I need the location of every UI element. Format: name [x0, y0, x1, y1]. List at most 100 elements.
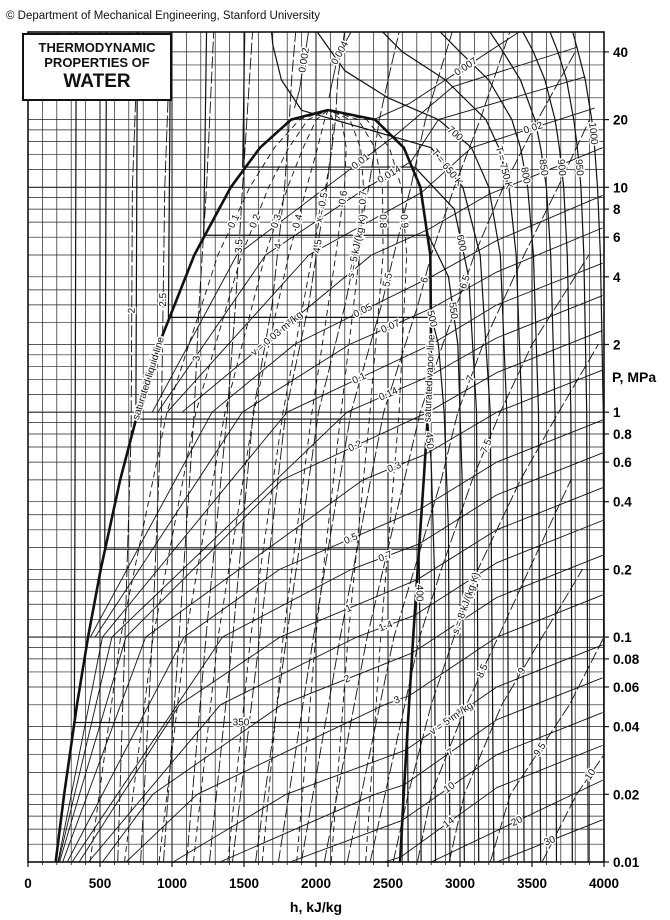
y-tick-label: 10	[613, 180, 628, 195]
x-tick-label: 1000	[157, 876, 187, 891]
x-tick-label: 2500	[373, 876, 403, 891]
isentrope-line	[277, 32, 453, 862]
isentrope-line	[186, 32, 253, 862]
isotherm-line	[73, 32, 409, 862]
y-tick-label: 0.4	[613, 495, 632, 510]
isotherm-label: T = 650 K	[429, 147, 465, 188]
quality-label: 0.3	[269, 213, 284, 230]
isentrope-line	[392, 344, 599, 862]
isotherm-line	[135, 32, 437, 862]
isentrope-line	[255, 32, 400, 862]
y-tick-label: 1	[613, 405, 621, 420]
specific-volume-label: 0.002	[297, 47, 312, 74]
isotherm-label: 950	[572, 159, 585, 177]
x-tick-label: 3000	[445, 876, 475, 891]
x-tick-label: 3500	[517, 876, 547, 891]
isotherm-line	[270, 32, 495, 862]
specific-volume-label: 14	[441, 815, 457, 831]
quality-label: 0.2	[248, 212, 264, 229]
isotherm-line	[381, 32, 525, 862]
specific-volume-line	[58, 295, 603, 862]
specific-volume-line	[102, 554, 603, 862]
axes: 0 500 1000 1500 2000 2500 3000 3500 40000.010.02…	[24, 45, 640, 891]
isotherm-label: 600	[454, 234, 468, 253]
specific-volume-label: 2	[343, 673, 353, 685]
specific-volume-line	[373, 32, 520, 121]
isotherm-line	[242, 32, 480, 862]
quality-label: 0.9	[398, 214, 410, 229]
specific-volume-line	[57, 262, 603, 862]
isotherm-line	[572, 32, 604, 862]
saturation-line	[327, 108, 433, 862]
y-tick-label: 0.04	[613, 720, 640, 735]
specific-volume-label: 0.14	[377, 385, 400, 403]
isotherm-label: T = 750 K	[493, 145, 514, 190]
specific-volume-label: 1.4	[377, 619, 394, 634]
specific-volume-label: 0.1	[351, 371, 369, 387]
x-tick-label: 1500	[229, 876, 259, 891]
property-curves	[54, 32, 604, 862]
quality-line	[89, 109, 329, 862]
y-tick-label: 40	[613, 45, 628, 60]
y-tick-label: 0.8	[613, 427, 632, 442]
quality-label: 0.7	[357, 190, 369, 205]
y-tick-label: 2	[613, 337, 621, 352]
isentrope-line	[323, 51, 576, 862]
isentrope-line	[140, 32, 171, 862]
quality-label: 0.6	[337, 190, 350, 206]
x-tick-label: 0	[24, 876, 32, 891]
isotherm-label: 900	[555, 159, 568, 177]
x-tick-label: 2000	[301, 876, 331, 891]
specific-volume-line	[151, 46, 578, 413]
isentrope-line	[489, 636, 604, 862]
isentrope-label: 2	[127, 307, 138, 313]
isentrope-line	[208, 32, 297, 862]
specific-volume-label: 30	[543, 834, 558, 848]
specific-volume-label: 10	[442, 780, 458, 796]
y-tick-label: 6	[613, 230, 621, 245]
quality-line	[193, 109, 329, 862]
isentrope-line	[417, 479, 572, 862]
quality-line	[124, 109, 329, 862]
specific-volume-line	[71, 452, 603, 862]
x-tick-label: 500	[89, 876, 112, 891]
isotherm-label: 550	[446, 302, 459, 320]
isotherm-label: 350	[233, 718, 250, 729]
quality-line	[327, 109, 408, 862]
specific-volume-line	[328, 32, 352, 98]
specific-volume-line	[88, 520, 603, 862]
quality-line	[327, 109, 384, 862]
specific-volume-label: 0.07	[380, 318, 403, 336]
y-tick-label: 4	[613, 270, 621, 285]
isentrope-label: 2.5	[158, 292, 169, 306]
specific-volume-label: 0.2	[347, 438, 365, 454]
isentrope-label: 4.5	[312, 238, 325, 254]
y-tick-label: 0.01	[613, 855, 640, 870]
isotherm-line	[522, 32, 573, 862]
y-tick-label: 0.6	[613, 455, 632, 470]
isentrope-line	[232, 32, 345, 862]
y-tick-label: 0.2	[613, 562, 632, 577]
isentrope-label: 4	[273, 242, 285, 249]
isotherm-line	[439, 32, 542, 862]
isotherm-label: 1000	[586, 122, 599, 146]
curve-labels: saturated liquid line saturated vapor lin…	[125, 38, 601, 850]
specific-volume-line	[431, 779, 603, 862]
specific-volume-label: 0.7	[377, 549, 394, 564]
isentrope-label: 6	[419, 276, 431, 285]
quality-line	[227, 109, 334, 862]
isentrope-line	[541, 754, 604, 862]
chart-title-box: THERMODYNAMIC PROPERTIES OF WATER	[22, 33, 172, 101]
specific-volume-line	[384, 744, 603, 862]
isentrope-label: 3.5	[234, 238, 246, 253]
isentrope-label: 7.5	[479, 437, 495, 454]
isotherm-label: 400	[413, 585, 424, 602]
isentrope-label: s = 5 kJ/(kg·K)	[346, 213, 370, 279]
specific-volume-label: 0.007	[453, 56, 480, 79]
isentrope-line	[346, 119, 591, 862]
specific-volume-line	[89, 195, 603, 638]
specific-volume-line	[66, 419, 603, 862]
y-tick-label: 20	[613, 113, 628, 128]
isentrope-line	[163, 32, 215, 862]
